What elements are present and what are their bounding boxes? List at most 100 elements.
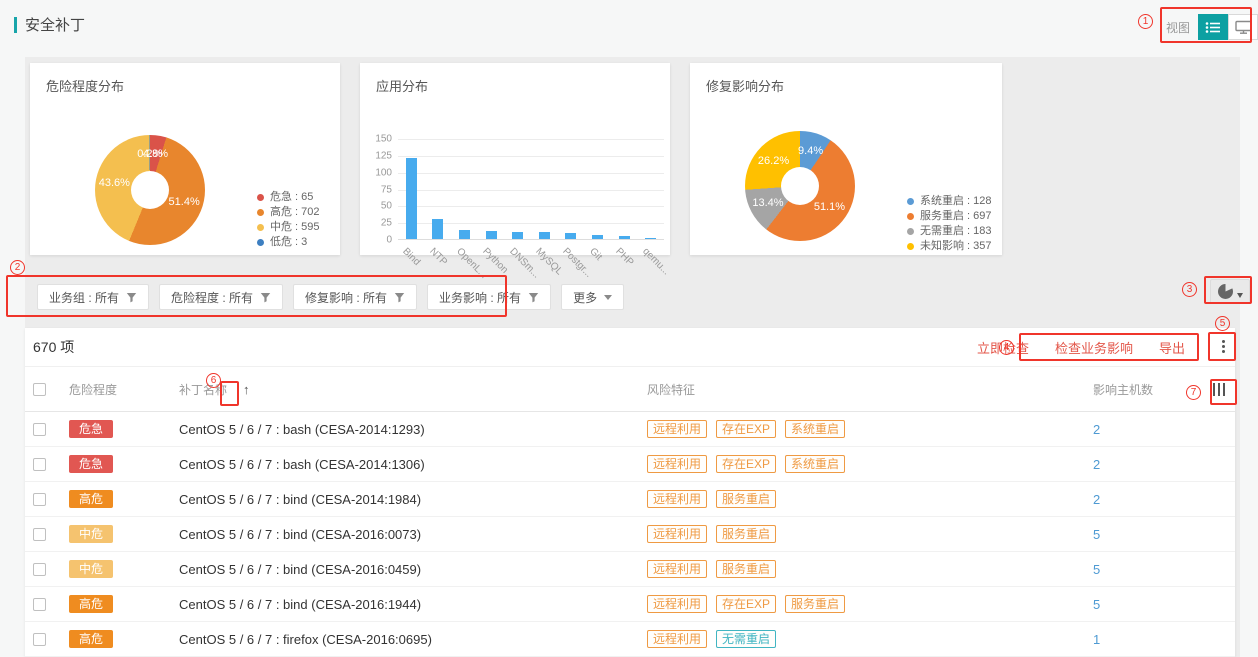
slice-percent-label: 9.4%: [798, 145, 824, 158]
chart-legend: 系统重启 : 128 服务重启 : 697 无需重启 : 183 未知影响 : 357: [907, 194, 992, 254]
legend-dot: [257, 209, 264, 216]
patch-name: CentOS 5 / 6 / 7 : firefox (CESA-2016:06…: [179, 631, 432, 647]
row-checkbox[interactable]: [33, 492, 46, 506]
slice-percent-label: 51.4%: [168, 196, 200, 209]
table-row: 中危 CentOS 5 / 6 / 7 : bind (CESA-2016:045…: [25, 552, 1235, 587]
row-checkbox[interactable]: [33, 422, 46, 436]
sort-ascending-icon[interactable]: ↑: [243, 381, 250, 397]
list-view-button[interactable]: [1198, 14, 1229, 40]
annotation-box-3: [1204, 276, 1252, 304]
annotation-box-5: [1208, 332, 1236, 361]
donut-ring: 4.8% 51.4% 43.6% 0.2%: [95, 135, 205, 245]
grid-line: [398, 223, 664, 225]
legend-item: 中危 : 595: [257, 220, 320, 235]
row-checkbox[interactable]: [33, 632, 46, 646]
more-options-kebab-icon[interactable]: [1222, 340, 1225, 353]
donut-ring: 9.4% 51.1% 13.4% 26.2%: [745, 131, 855, 241]
filter-label: 危险程度 : 所有: [171, 290, 254, 305]
risk-feature-tag: 远程利用: [647, 455, 708, 473]
y-axis-tick-label: 50: [380, 200, 392, 212]
y-axis-tick-label: 75: [380, 184, 392, 195]
result-count: 670 项: [33, 339, 75, 355]
table-row: 高危 CentOS 5 / 6 / 7 : firefox (CESA-2016:…: [25, 622, 1235, 657]
patch-name: CentOS 5 / 6 / 7 : bind (CESA-2014:1984): [179, 491, 422, 507]
bar: [432, 219, 444, 239]
patch-name: CentOS 5 / 6 / 7 : bash (CESA-2014:1306): [179, 456, 425, 472]
filter-button[interactable]: 修复影响 : 所有: [293, 284, 418, 310]
filter-button[interactable]: 危险程度 : 所有: [159, 284, 284, 310]
risk-feature-tags: 远程利用 存在EXP 系统重启: [647, 455, 1093, 473]
host-view-button[interactable]: [1228, 14, 1258, 40]
slice-percent-label: 4.8%: [142, 148, 168, 161]
slice-percent-label: 43.6%: [98, 177, 130, 190]
affected-host-count-link[interactable]: 2: [1093, 456, 1101, 472]
patch-name: CentOS 5 / 6 / 7 : bind (CESA-2016:0073): [179, 526, 422, 542]
annotation-box-1: [1160, 7, 1252, 43]
risk-feature-tag: 远程利用: [647, 420, 708, 438]
affected-host-count-link[interactable]: 5: [1093, 561, 1101, 577]
column-header-host-count: 影响主机数: [1093, 382, 1154, 397]
row-checkbox[interactable]: [33, 527, 46, 541]
risk-feature-tag: 服务重启: [785, 595, 846, 613]
severity-cell: 高危: [69, 595, 179, 613]
annotation-circle-1: 1: [1138, 14, 1153, 29]
annotation-circle-7: 7: [1186, 385, 1201, 400]
filter-button[interactable]: 业务组 : 所有: [37, 284, 150, 310]
chart-title: 应用分布: [376, 79, 429, 94]
select-all-checkbox[interactable]: [33, 382, 46, 396]
legend-dot: [907, 243, 914, 250]
affected-host-count-link[interactable]: 1: [1093, 631, 1101, 647]
risk-feature-tags: 远程利用 服务重启: [647, 490, 1093, 508]
filter-button[interactable]: 业务影响 : 所有: [427, 284, 552, 310]
legend-label: 服务重启 : 697: [920, 210, 992, 222]
x-axis-label: Git: [586, 246, 604, 263]
annotation-circle-2: 2: [10, 260, 25, 275]
page-title: 安全补丁: [25, 17, 86, 34]
affected-host-count-link[interactable]: 5: [1093, 526, 1101, 542]
row-checkbox[interactable]: [33, 457, 46, 471]
legend-item: 无需重启 : 183: [907, 224, 992, 239]
slice-percent-label: 51.1%: [813, 201, 846, 214]
column-header-risk-features: 风险特征: [647, 382, 696, 397]
row-checkbox[interactable]: [33, 597, 46, 611]
bar: [645, 237, 657, 239]
risk-feature-tag: 系统重启: [785, 420, 846, 438]
table-body: 危急 CentOS 5 / 6 / 7 : bash (CESA-2014:129…: [25, 412, 1235, 657]
grid-line: [398, 155, 664, 157]
caret-down-icon: [1237, 293, 1243, 298]
column-settings-icon[interactable]: [1213, 383, 1225, 396]
bar: [512, 231, 524, 239]
legend-label: 未知影响 : 357: [920, 240, 992, 252]
annotation-box-4: [1019, 333, 1199, 361]
view-toggle: 视图: [1166, 14, 1258, 40]
toolbar-action-link[interactable]: 检查业务影响: [1054, 340, 1133, 356]
row-checkbox[interactable]: [33, 562, 46, 576]
toolbar-action-link[interactable]: 导出: [1158, 340, 1185, 356]
y-axis-tick-label: 125: [375, 150, 392, 162]
annotation-circle-4: 4: [999, 340, 1014, 355]
severity-badge: 高危: [69, 490, 114, 508]
severity-cell: 中危: [69, 525, 179, 543]
filter-label: 业务组 : 所有: [49, 290, 120, 305]
affected-host-count-link[interactable]: 2: [1093, 421, 1101, 437]
legend-label: 系统重启 : 128: [920, 195, 992, 207]
y-axis-tick-label: 150: [375, 133, 392, 145]
funnel-icon: [260, 292, 271, 302]
chart-panel-toggle-button[interactable]: [1210, 279, 1250, 304]
risk-donut-chart: 4.8% 51.4% 43.6% 0.2% 危急 : 65 高危 : 702 中危 : 59…: [30, 95, 340, 255]
affected-host-count-link[interactable]: 2: [1093, 491, 1101, 507]
table-row: 中危 CentOS 5 / 6 / 7 : bind (CESA-2016:007…: [25, 517, 1235, 552]
chart-card-fix-impact-distribution: 修复影响分布 9.4% 51.1% 13.4% 26.2% 系统重启 : 128 服务重启…: [690, 63, 1002, 255]
patch-name: CentOS 5 / 6 / 7 : bind (CESA-2016:1944): [179, 596, 422, 612]
affected-host-count-link[interactable]: 5: [1093, 596, 1101, 612]
bar: [538, 232, 550, 239]
legend-label: 低危 : 3: [270, 236, 308, 248]
y-axis-tick-label: 0: [386, 234, 392, 246]
legend-item: 危急 : 65: [257, 190, 320, 205]
risk-feature-tag: 远程利用: [647, 630, 708, 648]
legend-dot: [257, 194, 264, 201]
filter-button[interactable]: 更多: [561, 284, 625, 310]
risk-feature-tag: 远程利用: [647, 595, 708, 613]
risk-feature-tag: 服务重启: [716, 525, 777, 543]
grid-line: [398, 206, 664, 208]
